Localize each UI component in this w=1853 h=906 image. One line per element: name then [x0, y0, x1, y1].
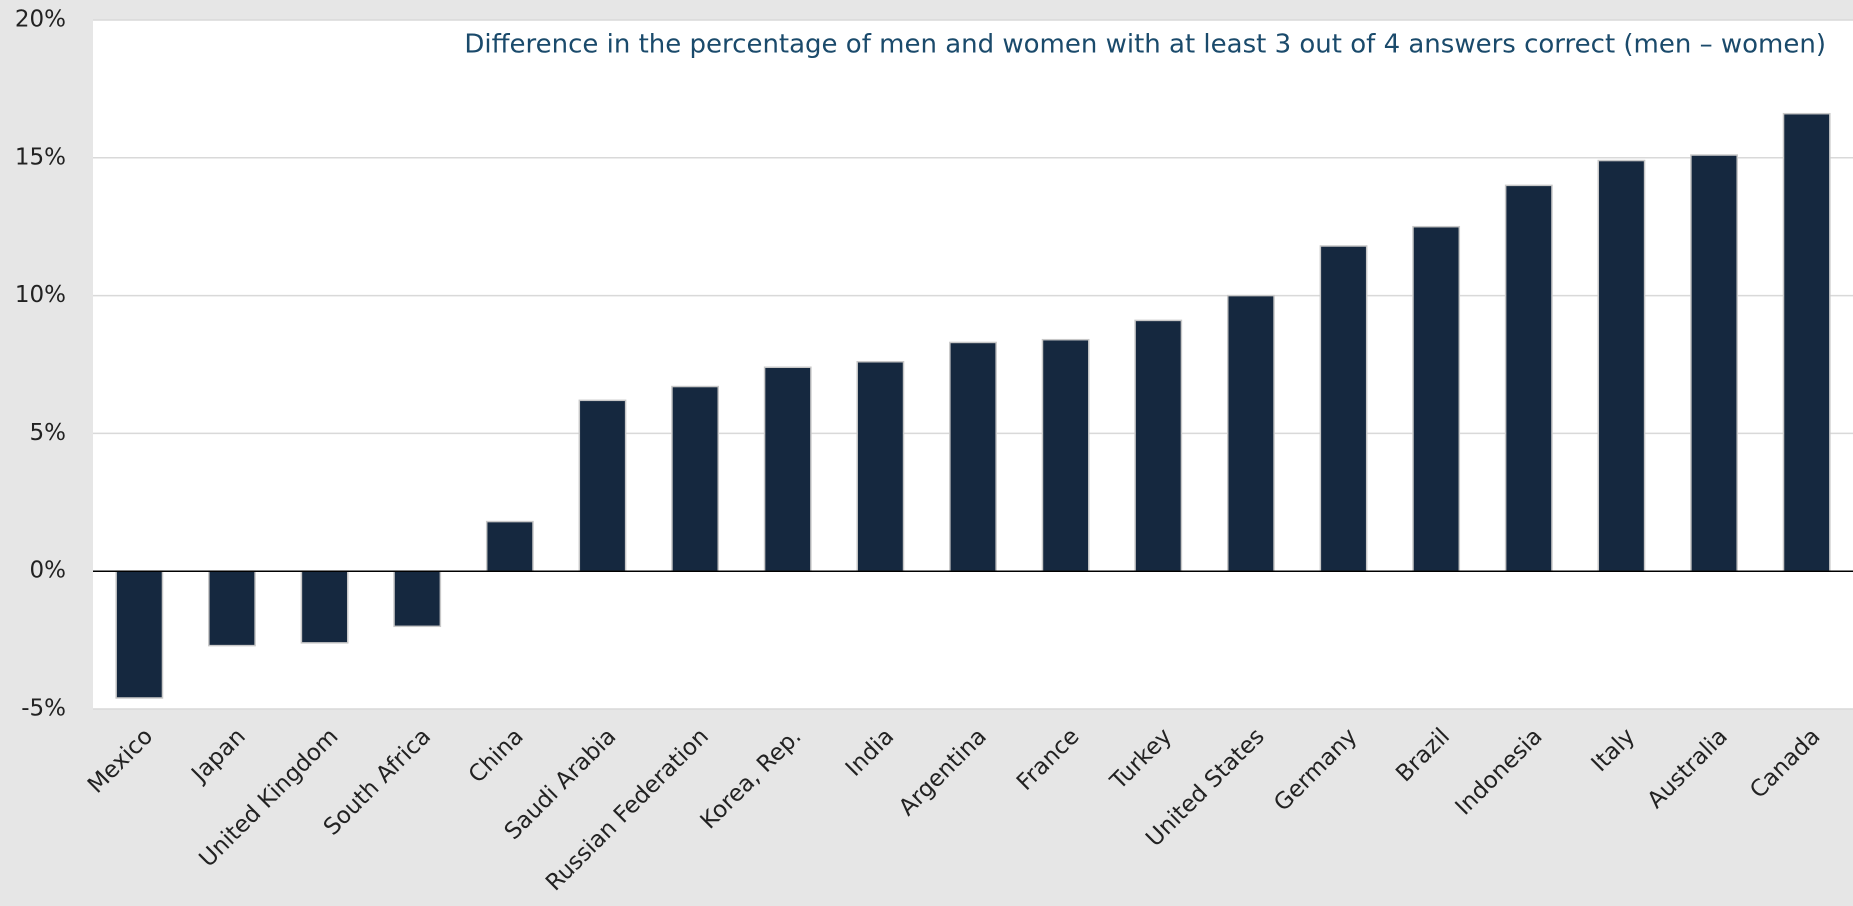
bar — [393, 570, 442, 628]
x-tick-label: Brazil — [1391, 723, 1455, 787]
bar — [856, 360, 905, 572]
y-tick-label: 15% — [15, 144, 66, 170]
bar — [300, 570, 349, 644]
bar — [578, 399, 627, 572]
bar — [1041, 338, 1090, 572]
y-tick-label: 5% — [30, 420, 67, 446]
x-tick-label: Russian Federation — [541, 723, 714, 896]
y-tick-label: 20% — [15, 7, 66, 33]
x-tick-label: Japan — [186, 723, 251, 788]
x-tick-label: Mexico — [83, 723, 158, 798]
bar — [1134, 319, 1183, 572]
x-tick-label: Indonesia — [1451, 723, 1548, 820]
x-tick-label: Korea, Rep. — [696, 723, 807, 834]
bar — [1690, 154, 1738, 572]
bar — [208, 570, 256, 647]
y-tick-label: 10% — [15, 282, 66, 308]
bar — [671, 385, 720, 572]
x-tick-label: India — [841, 723, 899, 781]
bar — [1319, 245, 1368, 572]
x-tick-label: China — [464, 723, 529, 788]
x-tick-label: Australia — [1643, 723, 1733, 813]
bar — [1782, 112, 1831, 572]
x-tick-label: Turkey — [1105, 723, 1177, 795]
x-tick-label: Argentina — [894, 723, 992, 821]
bars — [115, 112, 1831, 699]
chart-title: Difference in the percentage of men and … — [464, 30, 1826, 60]
x-tick-label: Canada — [1745, 723, 1825, 803]
bar — [763, 366, 812, 572]
bar — [949, 341, 997, 572]
y-tick-label: 0% — [30, 558, 67, 584]
y-tick-label: -5% — [21, 696, 66, 722]
bar — [485, 520, 534, 572]
bar — [1597, 159, 1646, 572]
bar — [1504, 184, 1553, 572]
bar — [1412, 225, 1461, 572]
x-tick-label: Germany — [1269, 723, 1362, 816]
bar — [1226, 294, 1275, 572]
x-tick-label: France — [1012, 723, 1084, 795]
x-tick-label: Italy — [1587, 723, 1641, 777]
bar — [115, 570, 164, 699]
